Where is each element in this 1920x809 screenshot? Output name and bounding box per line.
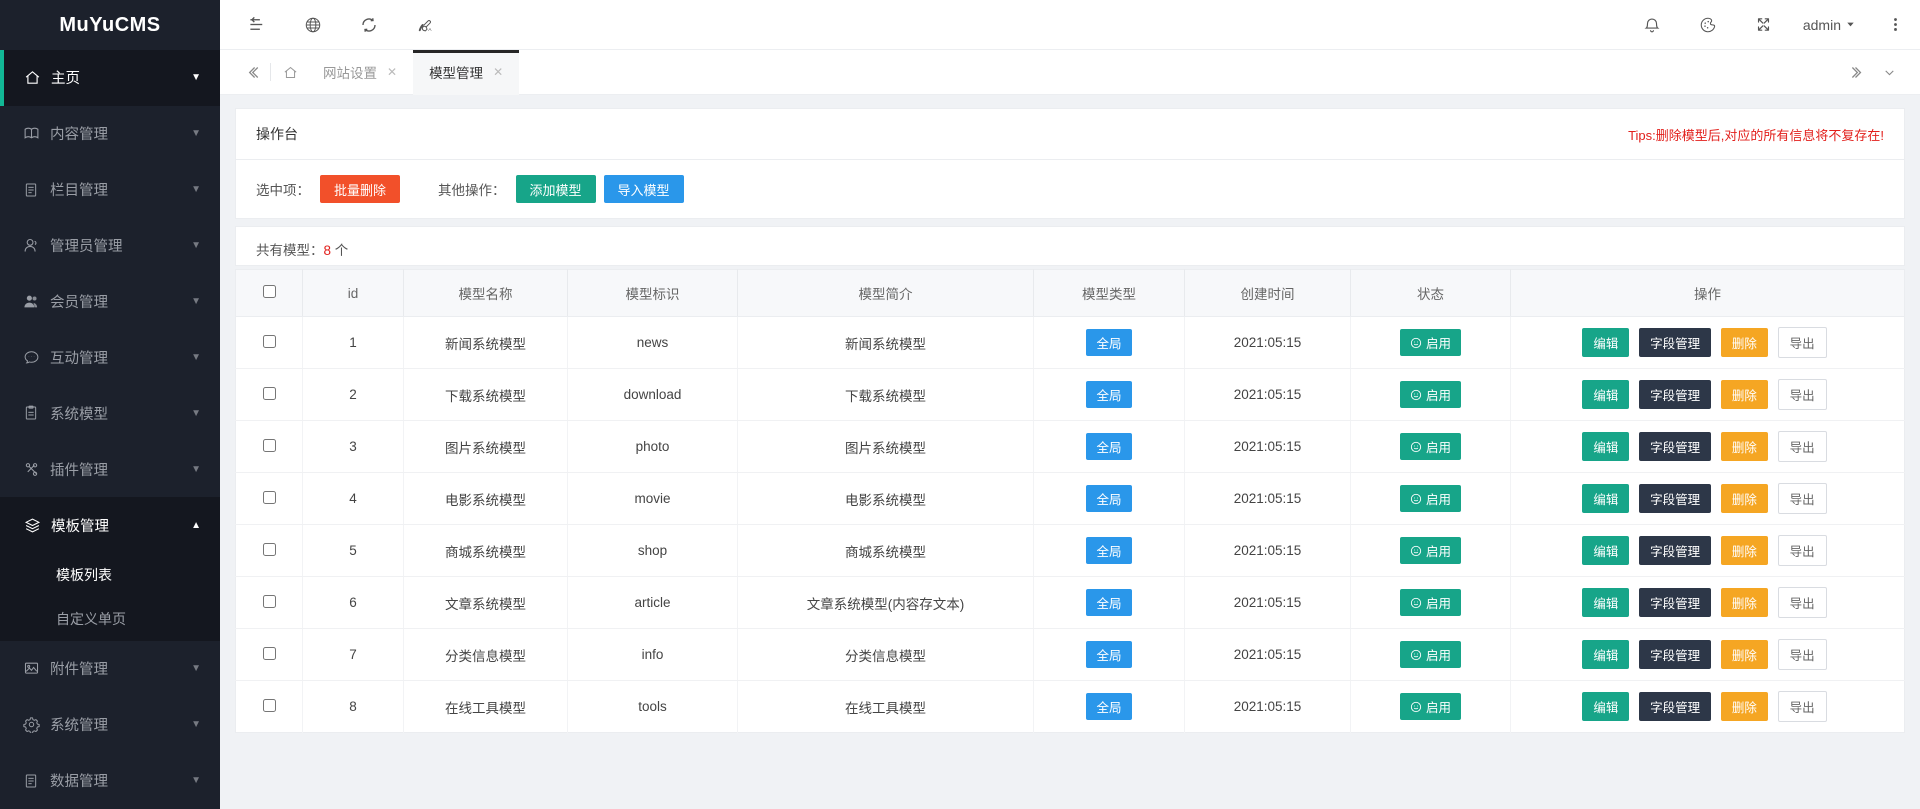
- svg-text:A: A: [428, 27, 432, 33]
